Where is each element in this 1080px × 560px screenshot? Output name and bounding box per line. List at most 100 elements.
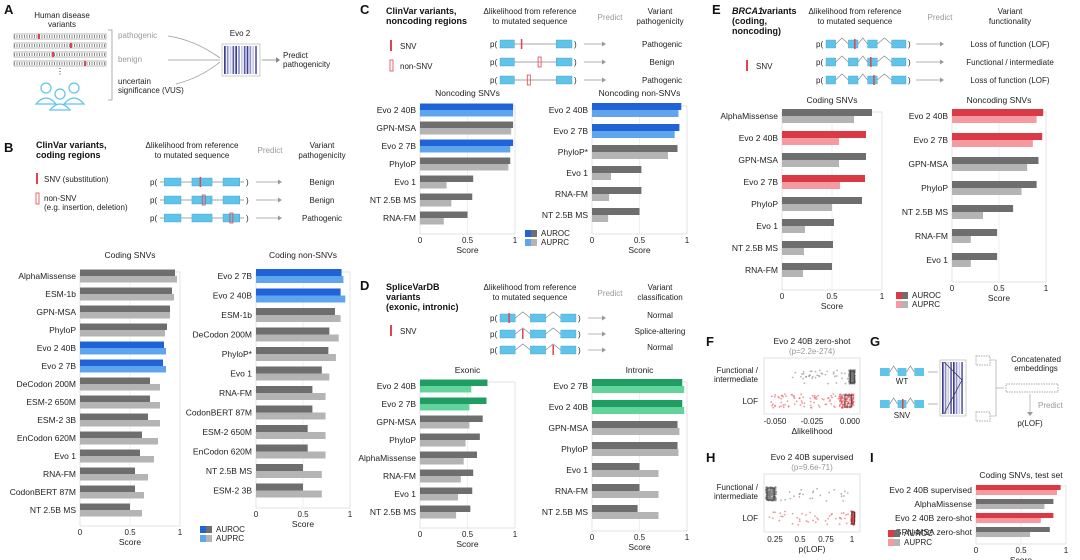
- exon-block: [914, 400, 924, 408]
- bar-auroc: [256, 405, 313, 413]
- panel-b-nonsnv-ex: (e.g. insertion, deletion): [44, 203, 128, 212]
- p-prefix-text: p(: [490, 58, 497, 67]
- legend-swatch-auprc-hl: [896, 301, 902, 308]
- legend-auprc-text: AUPRC: [541, 238, 569, 247]
- p-prefix-text: p(: [150, 178, 157, 187]
- strip-point: [805, 375, 807, 378]
- exon-block: [499, 57, 515, 67]
- snv-marker-d-icon: [390, 325, 392, 336]
- bar-auprc: [80, 420, 160, 427]
- x-axis-label: Score: [456, 245, 478, 255]
- strip-point: [798, 518, 801, 521]
- x-tick-label: 0.5: [1015, 546, 1027, 555]
- bar-auprc: [420, 476, 461, 483]
- panel-b-nonsnv: non-SNV: [44, 194, 77, 203]
- chart-title: Coding non-SNVs: [269, 250, 337, 260]
- strip-point: [840, 402, 843, 404]
- strip-point: [849, 397, 852, 400]
- strip-point: [826, 397, 829, 400]
- strip-point: [767, 488, 770, 491]
- nonsnv-mark: [201, 194, 206, 206]
- intron-line: [514, 343, 531, 351]
- exon-block: [897, 368, 907, 376]
- bar-auroc: [80, 485, 135, 492]
- bar-auprc: [976, 504, 1045, 510]
- strip-point: [772, 406, 775, 409]
- snv-mark: [902, 399, 904, 409]
- category-label: ESM-2 3B: [213, 486, 252, 496]
- panel-h-cat-1a: Functional /: [717, 483, 759, 492]
- strip-point: [767, 497, 769, 499]
- exon-block: [222, 177, 240, 187]
- exon-block: [530, 345, 546, 355]
- panel-g-concat-1: Concatenated: [1011, 355, 1061, 364]
- category-label: RNA-FM: [43, 469, 76, 479]
- bar-auprc: [592, 215, 609, 222]
- bar-auroc: [592, 421, 678, 428]
- strip-point: [780, 401, 783, 404]
- nonsnv-mark: [537, 56, 542, 68]
- panel-b-outcome-1: Benign: [310, 178, 335, 187]
- x-tick-label: 0: [418, 236, 423, 245]
- bar-chart-b2: Coding non-SNVs 0 0.5 1 Score Evo 2 7B Evo 2 4…: [186, 250, 353, 543]
- category-label: PhyloP: [921, 183, 948, 193]
- strip-point: [775, 493, 778, 496]
- panel-b-variant: Variant: [310, 141, 336, 150]
- x-tick-label: 0: [974, 546, 979, 555]
- strip-point: [771, 489, 774, 492]
- strip-point: [771, 517, 774, 520]
- panel-e-outcome-2: Functional / intermediate: [966, 58, 1054, 67]
- category-label: Evo 2 7B: [382, 399, 417, 409]
- panel-h-title: Evo 2 40B supervised: [771, 452, 854, 462]
- bar-charts: Coding SNVs 0 0.5 1 Score AlphaMissense ESM-1b…: [10, 88, 1069, 560]
- category-label: NT 2.5B MS: [370, 195, 416, 205]
- strip-point: [780, 397, 783, 400]
- strip-point: [846, 404, 849, 407]
- bar-auprc: [952, 116, 1037, 123]
- panel-c-delta-2: to mutated sequence: [493, 17, 568, 26]
- strip-point: [771, 490, 774, 493]
- bar-auprc: [80, 510, 142, 517]
- box-summary: [850, 370, 855, 384]
- x-axis-label: Score: [821, 301, 843, 311]
- strip-point: [811, 491, 814, 494]
- exon-block: [222, 213, 240, 223]
- strip-point: [809, 404, 812, 407]
- bar-auprc: [592, 152, 668, 159]
- bar-auroc: [420, 487, 473, 494]
- category-label: Evo 2 40B: [377, 381, 417, 391]
- panel-d-delta-1: Δlikelihood from reference: [484, 283, 577, 292]
- people-icon: [34, 82, 86, 111]
- x-axis-label: Score: [119, 537, 141, 547]
- bar-auprc: [782, 182, 840, 189]
- strip-point: [809, 511, 811, 514]
- exon-block: [499, 39, 515, 49]
- strip-point: [815, 398, 818, 400]
- bar-auprc: [80, 438, 158, 445]
- strip-point: [847, 402, 850, 405]
- strip-point: [843, 372, 846, 375]
- bar-auroc: [420, 451, 477, 458]
- strip-point: [802, 377, 805, 380]
- model-stripe: [249, 46, 252, 74]
- bar-auprc: [256, 451, 326, 459]
- strip-point: [830, 403, 833, 405]
- bar-auprc: [592, 491, 659, 498]
- strip-point: [825, 500, 828, 502]
- category-label: GPN-MSA: [548, 423, 588, 433]
- category-label: AlphaMissense: [18, 271, 76, 281]
- bar-auroc: [592, 103, 682, 110]
- strip-point: [773, 395, 776, 398]
- bar-auprc: [420, 110, 514, 117]
- strip-point: [832, 372, 835, 375]
- intron-line: [906, 365, 915, 373]
- p-suffix-text: ): [908, 76, 911, 85]
- strip-point: [819, 494, 822, 497]
- panel-h-points: [765, 486, 856, 526]
- nonsnv-mark: [526, 74, 531, 86]
- bar-auprc: [420, 440, 466, 447]
- snv-marker-c-icon: [390, 40, 392, 51]
- category-label: PhyloP: [389, 159, 416, 169]
- intron-line: [906, 397, 915, 405]
- bar-auprc: [952, 212, 984, 219]
